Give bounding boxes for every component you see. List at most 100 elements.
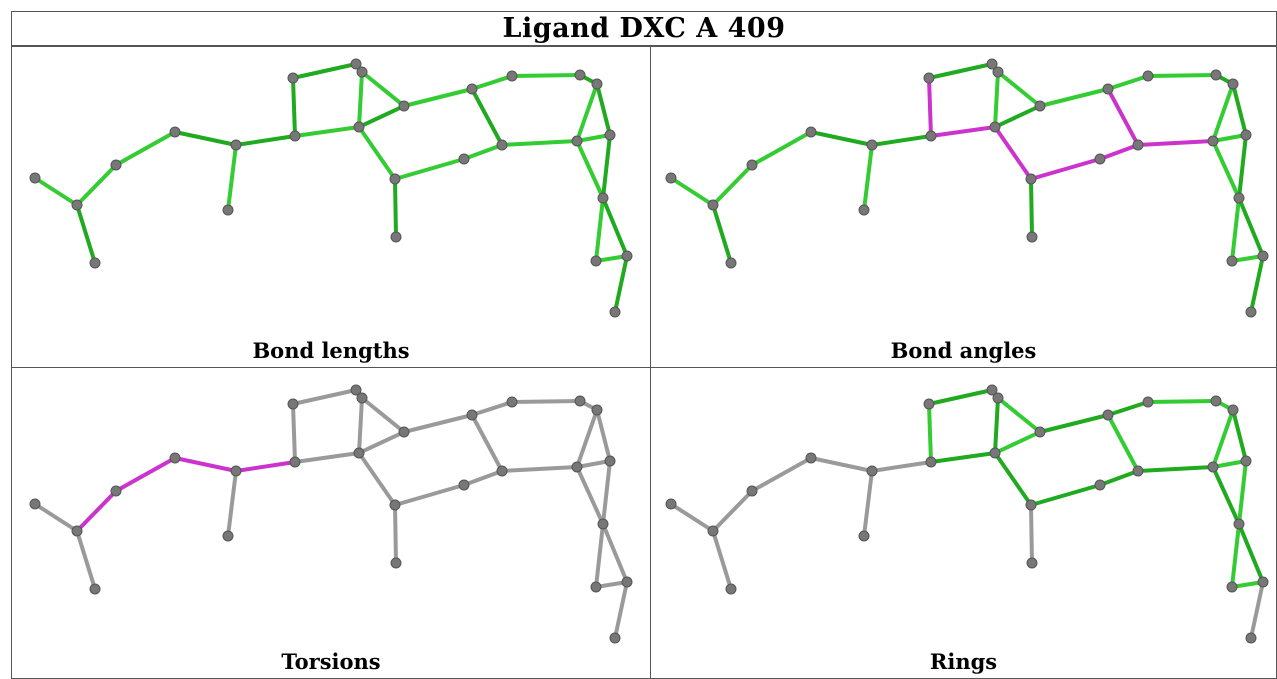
atom-20 (591, 404, 603, 416)
atom-3 (110, 485, 122, 497)
atom-23 (597, 518, 609, 530)
bond-15-17 (462, 469, 504, 487)
bond-9-12 (357, 430, 406, 455)
atom-20 (1227, 78, 1239, 90)
bond-3-4 (750, 130, 813, 167)
bond-0-1 (669, 502, 715, 533)
atom-12 (398, 426, 410, 438)
bond-15-17 (462, 143, 504, 161)
atom-15 (458, 479, 470, 491)
bond-25-26 (1249, 254, 1265, 314)
bond-18-19 (1146, 73, 1218, 78)
atom-4 (169, 126, 181, 138)
bond-7-9 (293, 125, 361, 138)
atom-22 (1240, 455, 1252, 467)
bond-4-5 (173, 130, 238, 147)
bond-group (669, 62, 1265, 314)
atom-group (665, 58, 1269, 318)
atom-19 (1210, 69, 1222, 81)
bond-8-10 (927, 388, 994, 406)
bond-16-17 (1106, 413, 1140, 473)
bond-13-15 (393, 483, 466, 507)
atom-11 (356, 392, 368, 404)
bond-9-13 (357, 125, 397, 181)
atom-5 (866, 139, 878, 151)
atom-15 (458, 153, 470, 165)
atom-5 (230, 139, 242, 151)
atom-13 (389, 499, 401, 511)
bond-22-23 (1237, 133, 1248, 200)
bond-13-15 (1029, 157, 1102, 181)
atom-16 (1102, 83, 1114, 95)
bond-20-22 (1231, 82, 1248, 137)
caption-rings: Rings (929, 649, 998, 674)
bond-7-8 (291, 402, 297, 464)
bond-13-14 (393, 177, 398, 239)
atom-0 (29, 498, 41, 510)
atom-10 (986, 58, 998, 70)
bond-13-14 (1029, 177, 1034, 239)
bond-3-4 (114, 130, 177, 167)
bond-9-11 (993, 396, 1000, 455)
bond-22-23 (1237, 459, 1248, 526)
atom-7 (925, 130, 937, 142)
atom-18 (506, 396, 518, 408)
atom-8 (923, 398, 935, 410)
bond-17-21 (1136, 139, 1215, 147)
bond-8-10 (927, 62, 994, 80)
atom-12 (1034, 100, 1046, 112)
bond-21-23 (1211, 465, 1241, 526)
molecule-rings (665, 384, 1269, 644)
bond-20-21 (575, 408, 599, 469)
atom-2 (725, 583, 737, 595)
bond-1-2 (711, 203, 733, 265)
bond-22-23 (601, 459, 612, 526)
panel-bond-angles: Bond angles (650, 46, 1277, 368)
atom-21 (571, 461, 583, 473)
atom-26 (609, 306, 621, 318)
atom-2 (725, 257, 737, 269)
atom-11 (992, 392, 1004, 404)
atom-4 (169, 452, 181, 464)
panel-bond-lengths: Bond lengths (11, 46, 651, 368)
atom-9 (353, 121, 365, 133)
atom-25 (621, 576, 633, 588)
bond-15-17 (1098, 469, 1140, 487)
atom-10 (350, 58, 362, 70)
atom-24 (1226, 255, 1238, 267)
bond-9-12 (993, 430, 1042, 455)
bond-1-2 (75, 529, 97, 591)
molecule-torsions (29, 384, 633, 644)
bond-17-21 (500, 139, 579, 147)
bond-12-16 (1038, 87, 1110, 108)
atom-22 (604, 455, 616, 467)
bond-20-21 (1211, 82, 1235, 143)
bond-13-15 (1029, 483, 1102, 507)
bond-group (669, 388, 1265, 640)
atom-2 (89, 257, 101, 269)
atom-22 (1240, 129, 1252, 141)
atom-23 (1233, 192, 1245, 204)
bond-1-3 (75, 489, 118, 533)
atom-14 (1026, 231, 1038, 243)
bond-11-12 (996, 70, 1042, 108)
atom-15 (1094, 153, 1106, 165)
bond-16-18 (1106, 400, 1150, 417)
bond-5-6 (226, 143, 238, 212)
bond-0-1 (33, 502, 79, 533)
bond-23-25 (601, 196, 629, 258)
atom-16 (1102, 409, 1114, 421)
atom-1 (71, 199, 83, 211)
bond-7-9 (293, 451, 361, 464)
bond-16-17 (470, 413, 504, 473)
bond-13-15 (393, 157, 466, 181)
bond-16-18 (470, 74, 514, 91)
bond-5-7 (234, 134, 297, 147)
atom-17 (496, 139, 508, 151)
atom-3 (746, 159, 758, 171)
bond-21-23 (1211, 139, 1241, 200)
bond-17-21 (500, 465, 579, 473)
atom-11 (992, 66, 1004, 78)
atom-12 (398, 100, 410, 112)
atom-group (29, 384, 633, 644)
